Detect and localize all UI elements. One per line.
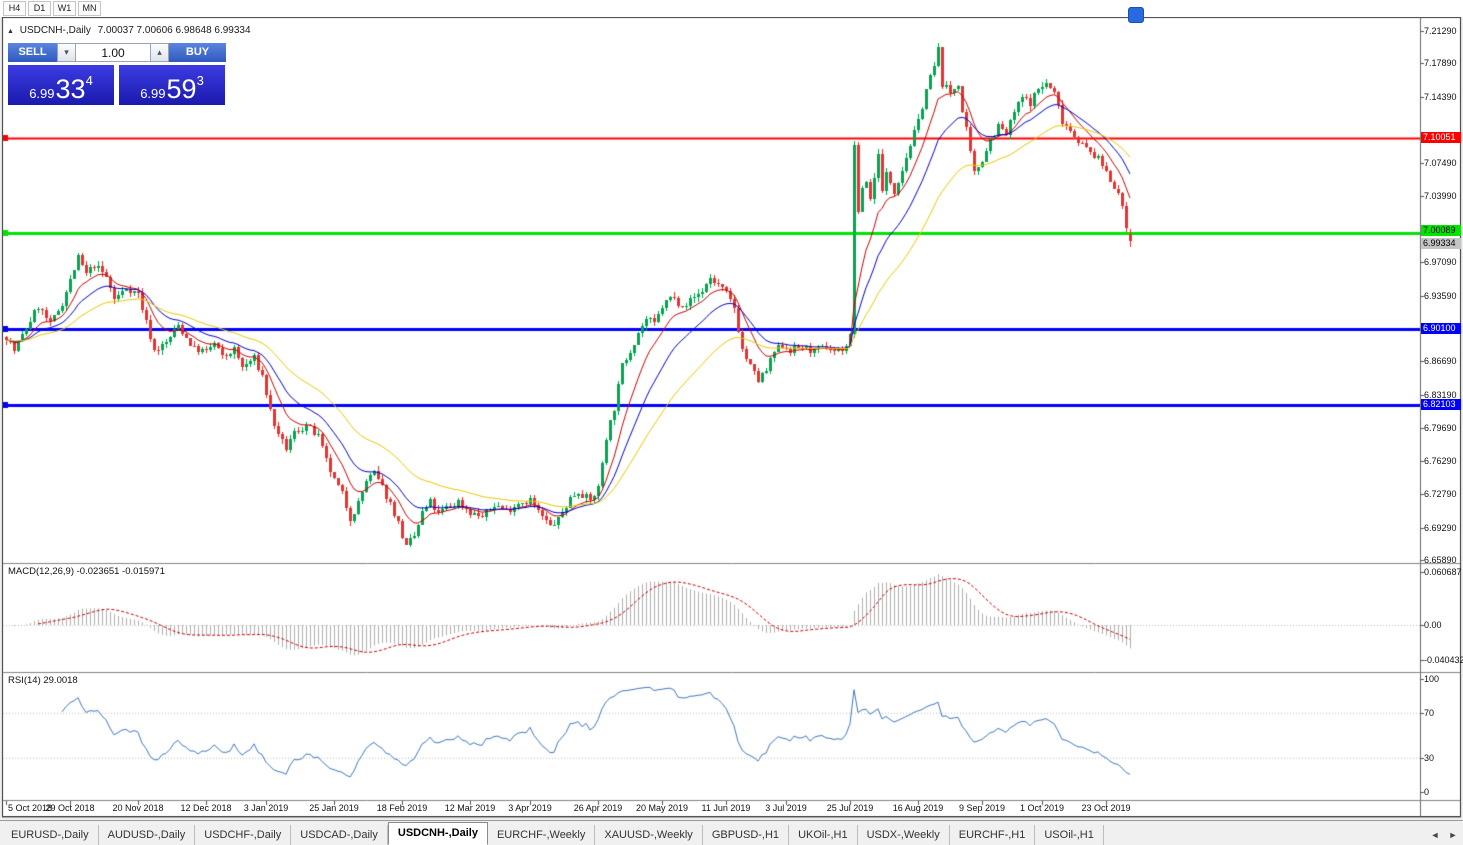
chart-tab-usoil-h1[interactable]: USOil-,H1 — [1035, 825, 1104, 845]
sell-price-big: 33 — [55, 74, 86, 104]
buy-button[interactable]: BUY — [169, 43, 226, 62]
chart-tab-usdx-weekly[interactable]: USDX-,Weekly — [858, 825, 950, 845]
buy-price-big: 59 — [166, 74, 197, 104]
one-click-trading-panel: SELL ▾ ▴ BUY 6.99 33 4 6.99 59 3 — [8, 43, 226, 105]
volume-increase-button[interactable]: ▴ — [150, 43, 169, 62]
tabs-scroll-right-button[interactable]: ► — [1448, 830, 1458, 840]
chart-tab-usdcad-daily[interactable]: USDCAD-,Daily — [291, 825, 388, 845]
timeframe-toolbar: H4 D1 W1 MN — [0, 0, 1463, 17]
buy-price-box[interactable]: 6.99 59 3 — [119, 65, 225, 105]
chart-tab-eurchf-weekly[interactable]: EURCHF-,Weekly — [488, 825, 596, 845]
chart-tab-usdchf-daily[interactable]: USDCHF-,Daily — [195, 825, 292, 845]
chart-tab-bar: EURUSD-,Daily AUDUSD-,Daily USDCHF-,Daily U… — [0, 820, 1463, 845]
sell-price-prefix: 6.99 — [29, 86, 55, 101]
volume-decrease-button[interactable]: ▾ — [57, 43, 76, 62]
buy-price-pip: 3 — [196, 73, 204, 88]
spinner-down-icon: ▾ — [64, 47, 69, 57]
sell-button[interactable]: SELL — [8, 43, 57, 62]
volume-input[interactable] — [76, 43, 150, 62]
sell-price-pip: 4 — [85, 73, 93, 88]
sell-price-box[interactable]: 6.99 33 4 — [8, 65, 114, 105]
timeframe-button-h4[interactable]: H4 — [3, 1, 26, 16]
tabs-scroll-left-button[interactable]: ◄ — [1430, 830, 1440, 840]
chart-tab-list: EURUSD-,Daily AUDUSD-,Daily USDCHF-,Daily U… — [0, 822, 1427, 845]
timeframe-button-mn[interactable]: MN — [78, 1, 101, 16]
chart-tab-ukoil-h1[interactable]: UKOil-,H1 — [789, 825, 858, 845]
chart-tab-eurusd-daily[interactable]: EURUSD-,Daily — [2, 825, 99, 845]
buy-price-prefix: 6.99 — [140, 86, 166, 101]
chart-tab-gbpusd-h1[interactable]: GBPUSD-,H1 — [703, 825, 790, 845]
timeframe-button-d1[interactable]: D1 — [28, 1, 51, 16]
window-icon[interactable] — [1128, 7, 1144, 23]
spinner-up-icon: ▴ — [157, 47, 162, 57]
chart-tab-xauusd-weekly[interactable]: XAUUSD-,Weekly — [595, 825, 703, 845]
chart-tab-usdcnh-daily[interactable]: USDCNH-,Daily — [387, 822, 488, 845]
chart-tab-eurchf-h1[interactable]: EURCHF-,H1 — [950, 825, 1036, 845]
chart-tab-audusd-daily[interactable]: AUDUSD-,Daily — [99, 825, 196, 845]
timeframe-button-w1[interactable]: W1 — [53, 1, 76, 16]
collapse-arrow-icon[interactable]: ▲ — [7, 28, 14, 35]
